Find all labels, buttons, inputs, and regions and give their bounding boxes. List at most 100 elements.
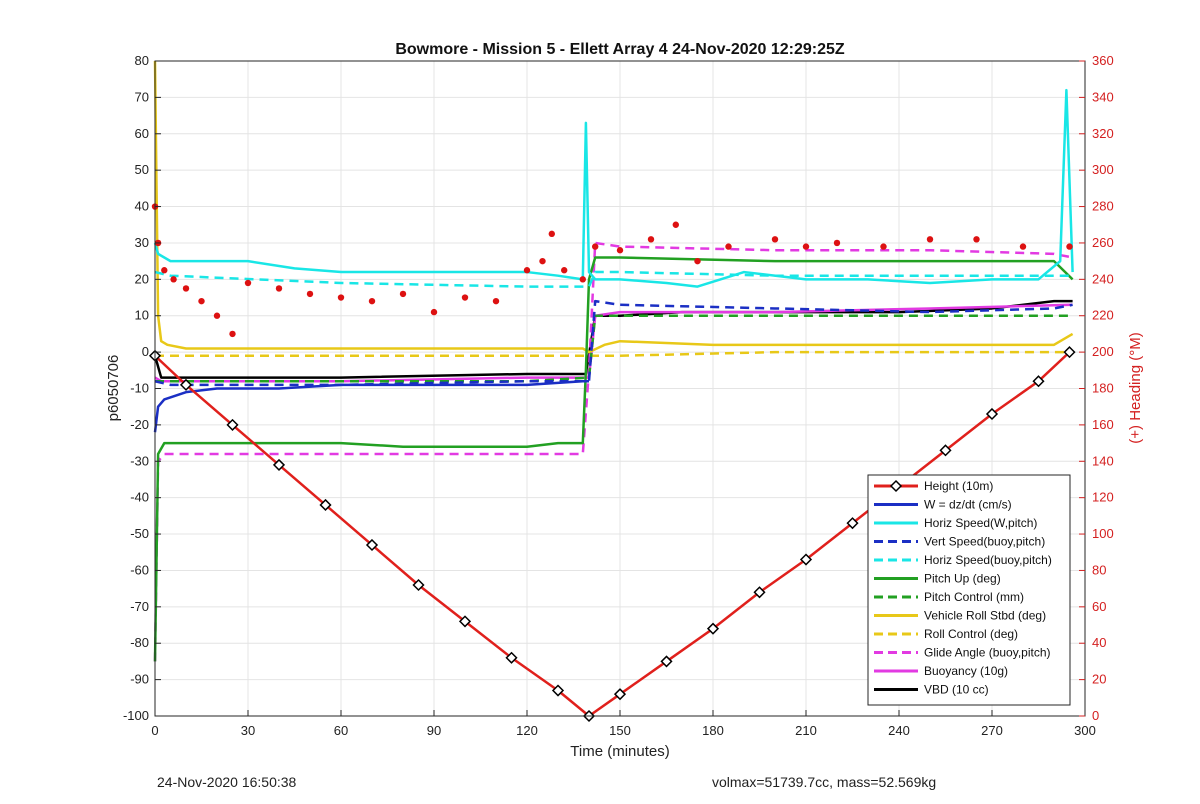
x-tick-label-6: 180 bbox=[702, 723, 724, 738]
y-left-tick-label-4: -60 bbox=[130, 562, 149, 577]
y-right-tick-label-13: 260 bbox=[1092, 235, 1114, 250]
heading-point-16 bbox=[492, 297, 500, 305]
y-right-tick-label-12: 240 bbox=[1092, 271, 1114, 286]
height-marker-20 bbox=[1032, 375, 1045, 388]
y-right-tick-label-16: 320 bbox=[1092, 126, 1114, 141]
legend-label-buoyancy-10g: Buoyancy (10g) bbox=[924, 664, 1008, 678]
legend-label-pitch-control-mm: Pitch Control (mm) bbox=[924, 590, 1024, 604]
legend-label-roll-control-deg: Roll Control (deg) bbox=[924, 627, 1018, 641]
height-marker-12 bbox=[660, 655, 673, 668]
series-height-10m bbox=[154, 351, 1071, 718]
series-glide-angle-buoy-pitch bbox=[153, 241, 1073, 662]
heading-point-12 bbox=[368, 297, 376, 305]
heading-point-2 bbox=[161, 267, 168, 274]
height-marker-6 bbox=[412, 578, 425, 592]
y-left-tick-label-3: -70 bbox=[130, 599, 149, 614]
heading-point-10 bbox=[306, 290, 314, 298]
y-right-tick-label-11: 220 bbox=[1092, 308, 1114, 323]
x-tick-label-4: 120 bbox=[516, 723, 538, 738]
y-left-tick-label-1: -90 bbox=[130, 672, 149, 687]
y-right-tick-label-0: 0 bbox=[1092, 708, 1099, 723]
heading-point-31 bbox=[880, 243, 887, 250]
legend-label-vehicle-roll-stbd-deg: Vehicle Roll Stbd (deg) bbox=[924, 609, 1046, 623]
y-right-tick-label-7: 140 bbox=[1092, 453, 1114, 468]
x-tick-label-1: 30 bbox=[241, 723, 255, 738]
height-marker-18 bbox=[939, 444, 952, 457]
y-left-tick-label-10: 0 bbox=[142, 344, 149, 359]
x-tick-label-0: 0 bbox=[151, 723, 158, 738]
series-w-dz-dt-cm-s bbox=[153, 379, 589, 433]
heading-point-18 bbox=[539, 257, 546, 265]
y-left-tick-label-9: -10 bbox=[130, 381, 149, 396]
height-marker-13 bbox=[706, 622, 720, 635]
heading-point-22 bbox=[592, 243, 599, 250]
series-pitch-up-deg bbox=[153, 256, 1074, 662]
heading-point-11 bbox=[337, 294, 345, 301]
y-left-tick-label-5: -50 bbox=[130, 526, 149, 541]
legend-label-w-dz-dt-cm-s: W = dz/dt (cm/s) bbox=[924, 498, 1012, 512]
y-left-axis-ticks: -100-90-80-70-60-50-40-30-20-10010203040… bbox=[123, 53, 161, 723]
height-marker-7 bbox=[458, 615, 472, 628]
y-right-tick-label-14: 280 bbox=[1092, 199, 1114, 214]
y-right-tick-label-2: 40 bbox=[1092, 635, 1106, 650]
heading-point-8 bbox=[244, 279, 252, 287]
series-vert-speed-buoy-pitch bbox=[154, 299, 1073, 387]
y-right-tick-label-4: 80 bbox=[1092, 562, 1106, 577]
height-marker-9 bbox=[551, 684, 565, 697]
heading-point-17 bbox=[523, 267, 531, 274]
y-left-tick-label-0: -100 bbox=[123, 708, 149, 723]
heading-point-5 bbox=[198, 297, 205, 305]
heading-point-33 bbox=[973, 236, 980, 243]
y-left-tick-label-15: 50 bbox=[135, 162, 149, 177]
heading-point-27 bbox=[725, 243, 732, 250]
heading-point-15 bbox=[461, 294, 469, 301]
series-vehicle-roll-stbd-deg bbox=[153, 60, 1074, 354]
heading-point-20 bbox=[561, 267, 568, 274]
height-marker-4 bbox=[319, 498, 332, 512]
heading-point-13 bbox=[399, 290, 407, 298]
heading-point-25 bbox=[672, 221, 679, 228]
y-right-tick-label-10: 200 bbox=[1092, 344, 1114, 359]
legend-marker bbox=[889, 479, 903, 493]
y-right-tick-label-17: 340 bbox=[1092, 89, 1114, 104]
y-right-tick-label-6: 120 bbox=[1092, 490, 1114, 505]
x-axis-ticks: 0 30 60 90 120 150 180 210 240 270 300 bbox=[151, 710, 1096, 738]
y-left-tick-label-8: -20 bbox=[130, 417, 149, 432]
y-right-tick-label-3: 60 bbox=[1092, 599, 1106, 614]
heading-point-4 bbox=[182, 285, 190, 292]
legend: Height (10m) W = dz/dt (cm/s) Horiz Speed(… bbox=[867, 474, 1071, 706]
y-right-tick-label-5: 100 bbox=[1092, 526, 1114, 541]
height-marker-1 bbox=[179, 378, 193, 391]
y-left-axis-label: p6050706 bbox=[105, 355, 122, 422]
series-horiz-speed-w-pitch bbox=[153, 88, 1074, 288]
height-marker-15 bbox=[799, 553, 813, 566]
y-left-tick-label-16: 60 bbox=[135, 126, 149, 141]
heading-point-9 bbox=[275, 285, 283, 292]
chart-title: Bowmore - Mission 5 - Ellett Array 4 24-… bbox=[395, 41, 845, 58]
y-left-tick-label-17: 70 bbox=[135, 89, 149, 104]
series-horiz-speed-buoy-pitch bbox=[154, 270, 1073, 288]
height-marker-3 bbox=[272, 458, 286, 471]
heading-point-30 bbox=[833, 239, 841, 247]
height-marker-8 bbox=[505, 651, 518, 664]
x-tick-label-9: 270 bbox=[981, 723, 1003, 738]
x-tick-label-7: 210 bbox=[795, 723, 817, 738]
y-left-tick-label-11: 10 bbox=[135, 308, 149, 323]
footer-stats: volmax=51739.7cc, mass=52.569kg bbox=[712, 774, 937, 790]
heading-point-14 bbox=[430, 308, 438, 316]
y-right-tick-label-18: 360 bbox=[1092, 53, 1114, 68]
y-right-tick-label-8: 160 bbox=[1092, 417, 1114, 432]
heading-series bbox=[151, 203, 1073, 338]
heading-point-35 bbox=[1066, 243, 1073, 250]
legend-label-horiz-speed-w-pitch: Horiz Speed(W,pitch) bbox=[924, 516, 1037, 530]
y-left-tick-label-2: -80 bbox=[130, 635, 149, 650]
height-marker-21 bbox=[1063, 346, 1076, 359]
legend-label-horiz-speed-buoy-pitch: Horiz Speed(buoy,pitch) bbox=[924, 553, 1052, 567]
heading-point-6 bbox=[213, 312, 221, 319]
x-tick-label-10: 300 bbox=[1074, 723, 1096, 738]
heading-point-19 bbox=[548, 230, 555, 238]
height-marker-14 bbox=[753, 586, 766, 599]
heading-point-32 bbox=[926, 236, 934, 243]
y-left-tick-label-14: 40 bbox=[135, 199, 149, 214]
